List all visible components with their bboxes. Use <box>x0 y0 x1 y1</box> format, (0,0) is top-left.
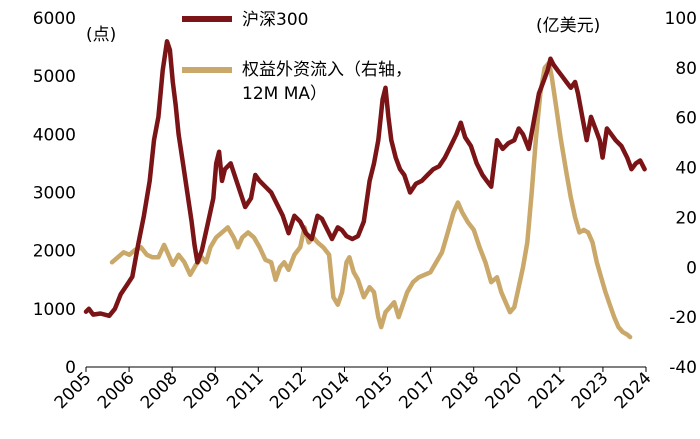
left-axis-ticks: 0 1000 2000 3000 4000 5000 6000 <box>33 9 76 378</box>
x-tick-label: 2024 <box>611 368 656 413</box>
legend: 沪深300 权益外资流入（右轴， 12M MA） <box>182 10 412 104</box>
left-tick-label: 0 <box>65 358 76 378</box>
right-tick-label: 60 <box>675 109 697 129</box>
right-axis-unit: (亿美元) <box>536 16 600 36</box>
right-tick-label: 100 <box>665 9 697 29</box>
left-tick-label: 2000 <box>33 242 76 262</box>
left-tick-label: 3000 <box>33 184 76 204</box>
x-tick-label: 2015 <box>352 368 397 413</box>
x-tick-label: 2021 <box>525 368 570 413</box>
legend-label-foreign-inflow: 权益外资流入（右轴， <box>242 60 412 80</box>
right-axis-ticks: -40 -20 0 20 40 60 80 100 <box>665 9 697 378</box>
left-tick-label: 6000 <box>33 9 76 29</box>
left-tick-label: 5000 <box>33 67 76 87</box>
x-tick-label: 2008 <box>137 368 182 413</box>
x-tick-label: 2014 <box>309 368 354 413</box>
left-axis-unit: (点) <box>86 25 116 45</box>
right-tick-label: -20 <box>669 308 697 328</box>
series-line-foreign-inflow <box>109 60 633 340</box>
right-tick-label: 20 <box>675 208 697 228</box>
right-tick-label: 40 <box>675 159 697 179</box>
legend-label-foreign-inflow-line2: 12M MA） <box>242 84 327 104</box>
legend-label-hs300: 沪深300 <box>242 10 308 30</box>
right-tick-label: -40 <box>669 358 697 378</box>
left-tick-label: 1000 <box>33 300 76 320</box>
x-tick-label: 2009 <box>180 368 225 413</box>
x-tick-label: 2020 <box>482 368 527 413</box>
right-tick-label: 0 <box>686 258 697 278</box>
series-layer <box>83 39 647 340</box>
right-tick-label: 80 <box>675 59 697 79</box>
x-axis-ticks: 2005200620082009201120122014201520172018… <box>51 367 656 413</box>
x-tick-label: 2018 <box>438 368 483 413</box>
x-tick-label: 2012 <box>266 368 311 413</box>
x-tick-label: 2011 <box>223 368 268 413</box>
x-tick-label: 2023 <box>568 368 613 413</box>
series-line-hs300 <box>83 39 647 319</box>
left-tick-label: 4000 <box>33 125 76 145</box>
x-tick-label: 2006 <box>94 368 139 413</box>
x-tick-label: 2017 <box>395 368 440 413</box>
